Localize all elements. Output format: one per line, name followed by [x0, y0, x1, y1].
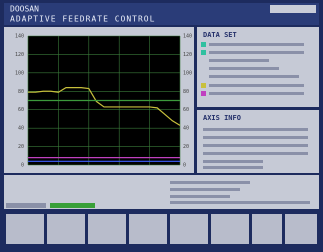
- color-key: [201, 50, 206, 55]
- y2-tick-label: 0: [183, 163, 186, 169]
- y2-tick-label: 120: [183, 52, 192, 58]
- brand: DOOSAN: [10, 5, 39, 14]
- y2-tick-label: 80: [183, 89, 189, 95]
- softkey[interactable]: [285, 214, 317, 244]
- softkey[interactable]: [170, 214, 208, 244]
- softkey[interactable]: [252, 214, 282, 244]
- y-tick-label: 40: [18, 126, 24, 132]
- softkey[interactable]: [129, 214, 167, 244]
- softkey[interactable]: [88, 214, 126, 244]
- y-tick-label: 100: [15, 70, 24, 76]
- panel-title: DATA SET: [203, 31, 237, 39]
- status-text: [50, 203, 95, 208]
- softkey[interactable]: [211, 214, 249, 244]
- y2-tick-label: 20: [183, 144, 189, 150]
- color-key: [201, 91, 206, 96]
- y2-tick-label: 60: [183, 107, 189, 113]
- color-key: [201, 83, 206, 88]
- panel-title: AXIS INFO: [203, 114, 241, 122]
- y-tick-label: 120: [15, 52, 24, 58]
- status-box: [270, 5, 316, 13]
- y-tick-label: 20: [18, 144, 24, 150]
- y-tick-label: 80: [18, 89, 24, 95]
- screen: DOOSAN ADAPTIVE FEEDRATE CONTROL DATA SE…: [0, 0, 323, 248]
- softkeys: [6, 214, 317, 244]
- y-tick-label: 60: [18, 107, 24, 113]
- y-tick-label: 140: [15, 34, 24, 40]
- screen-title: ADAPTIVE FEEDRATE CONTROL: [10, 15, 155, 24]
- status-text: [6, 203, 46, 208]
- y-tick-label: 0: [21, 163, 24, 169]
- y2-tick-label: 100: [183, 70, 192, 76]
- softkey[interactable]: [47, 214, 85, 244]
- y2-tick-label: 40: [183, 126, 189, 132]
- y2-tick-label: 140: [183, 34, 192, 40]
- color-key: [201, 42, 206, 47]
- softkey[interactable]: [6, 214, 44, 244]
